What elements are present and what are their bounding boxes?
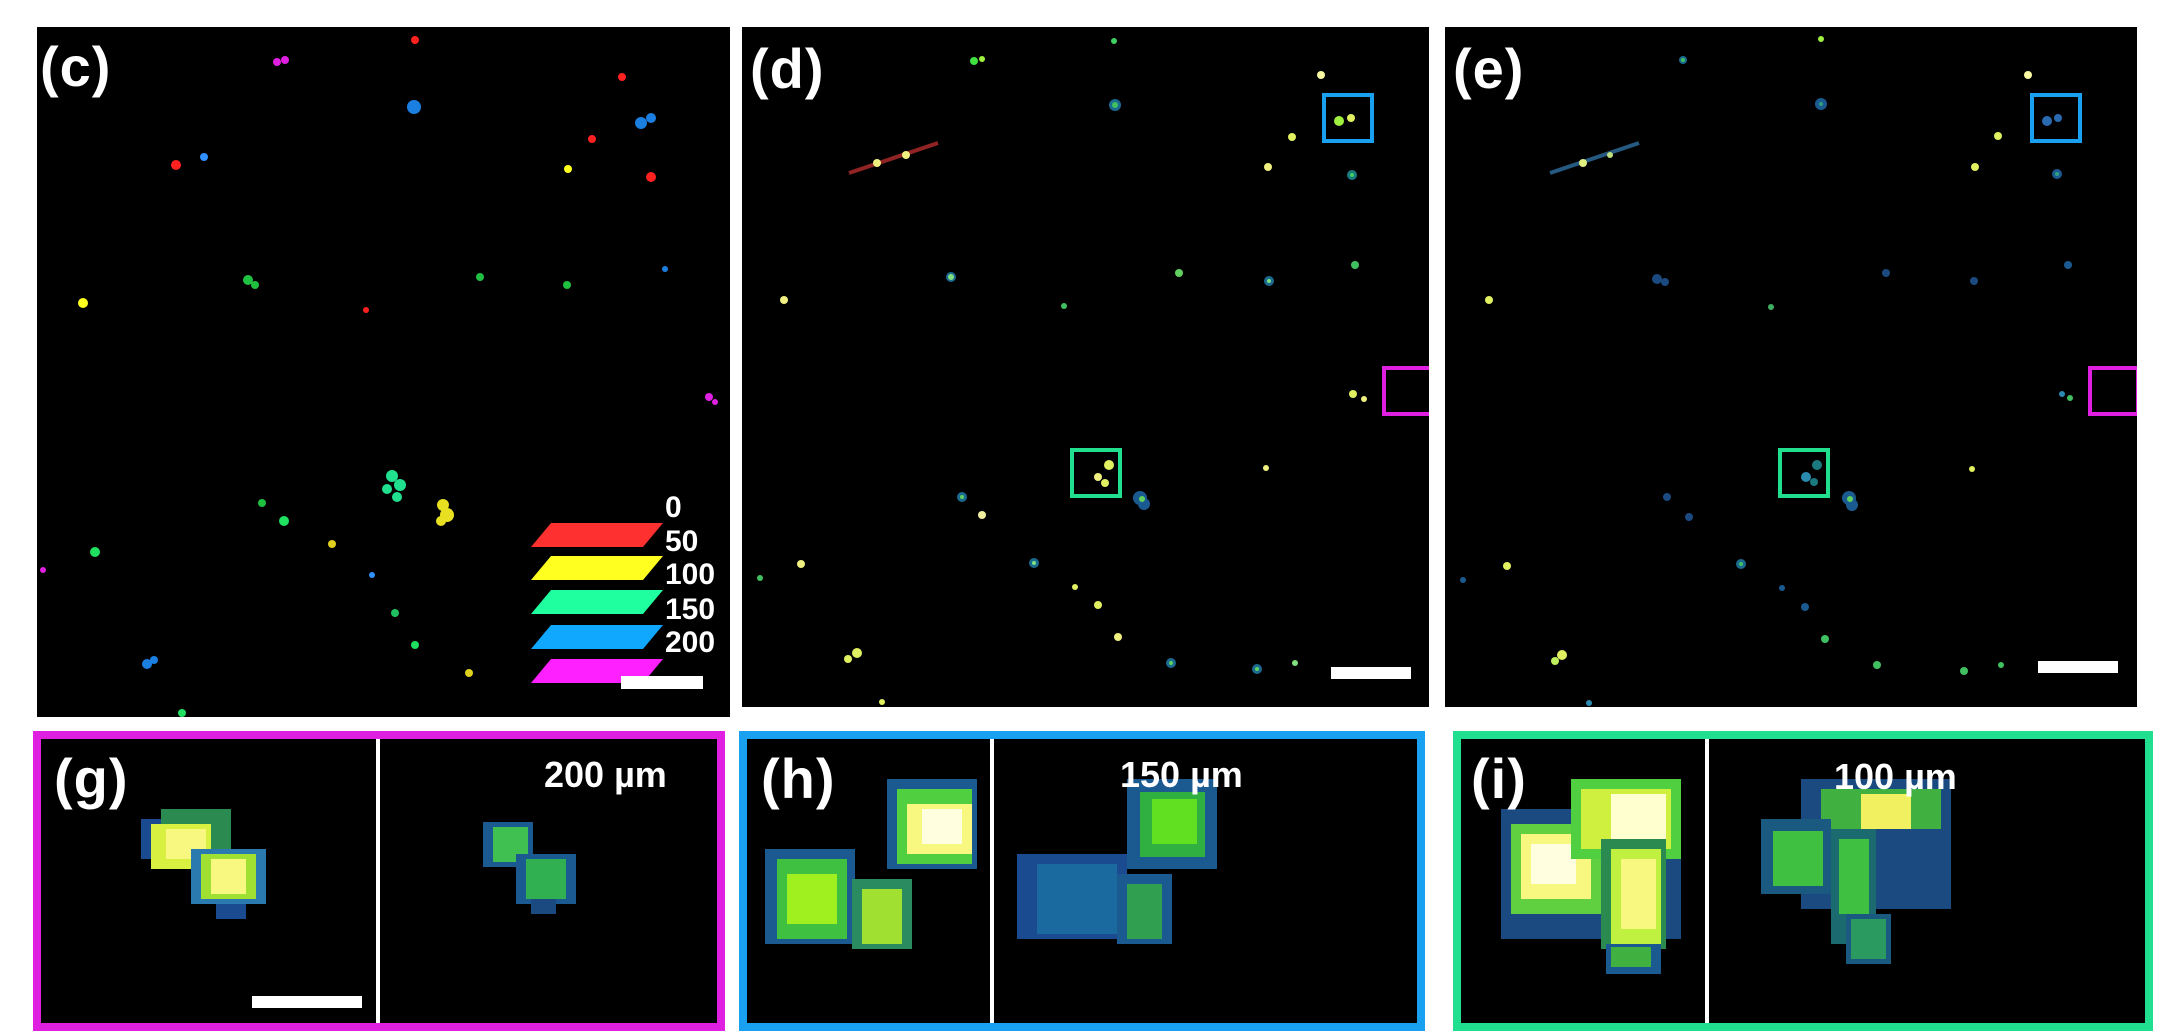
zoom-panel-h: (h) 150 µm: [739, 731, 1425, 1031]
legend-label-150: 150: [665, 593, 716, 626]
panel-e-image: [1460, 36, 2073, 706]
legend-plane-0: [531, 523, 663, 547]
zoom-panel-i: (i) 100 µm: [1453, 731, 2153, 1031]
panel-e-roi-blue: [2030, 93, 2082, 143]
legend-label-0: 0: [665, 491, 682, 524]
panel-c-scale-bar: [621, 676, 703, 689]
zoom-h-depth-label: 150 µm: [1120, 754, 1243, 795]
zoom-h-label: (h): [761, 747, 836, 810]
zoom-panel-h-image: (h) 150 µm: [747, 739, 1417, 1023]
panel-c-label: (c): [40, 35, 112, 98]
zoom-g-label: (g): [54, 747, 129, 810]
panel-e-roi-magenta: [2088, 366, 2137, 416]
zoom-h-blobs: [765, 779, 1217, 949]
panel-d-image: [757, 38, 1367, 705]
panel-d: (d): [742, 27, 1429, 707]
zoom-g-left-blob: [141, 809, 576, 919]
panel-d-label: (d): [750, 37, 825, 100]
zoom-i-depth-label: 100 µm: [1834, 756, 1957, 797]
zoom-i-label: (i): [1471, 747, 1527, 810]
panel-d-line-profile: [848, 141, 939, 175]
legend-label-100: 100: [665, 558, 716, 591]
panel-d-roi-magenta: [1382, 366, 1429, 416]
legend-label-50: 50: [665, 525, 699, 558]
zoom-g-depth-label: 200 µm: [544, 754, 667, 795]
panel-c: (c) 0 50 100 150 200: [37, 27, 730, 717]
legend-label-200: 200: [665, 626, 716, 659]
legend-plane-150: [531, 625, 663, 649]
zoom-panel-g-image: (g) 200 µm: [41, 739, 717, 1023]
panel-c-particles: [40, 36, 718, 717]
zoom-panel-g: (g) 200 µm: [33, 731, 725, 1031]
panel-d-roi-green: [1070, 448, 1122, 498]
panel-e-roi-green: [1778, 448, 1830, 498]
zoom-i-blobs: [1501, 779, 1951, 974]
depth-legend-planes: [531, 523, 663, 683]
panel-c-image: [40, 36, 718, 717]
panel-e: (e): [1445, 27, 2137, 707]
panel-e-particles: [1460, 36, 2073, 706]
panel-d-roi-blue: [1322, 93, 1374, 143]
panel-e-label: (e): [1453, 37, 1525, 100]
legend-plane-100: [531, 590, 663, 614]
legend-plane-50: [531, 556, 663, 580]
panel-e-scale-bar: [2038, 661, 2118, 673]
panel-e-line-profile: [1549, 141, 1640, 175]
panel-d-particles: [757, 38, 1367, 705]
panel-d-scale-bar: [1331, 667, 1411, 679]
zoom-i-divider: [1705, 739, 1709, 1023]
zoom-g-divider: [376, 739, 380, 1023]
zoom-g-scale-bar: [252, 996, 362, 1008]
zoom-panel-i-image: (i) 100 µm: [1461, 739, 2145, 1023]
zoom-h-divider: [990, 739, 994, 1023]
